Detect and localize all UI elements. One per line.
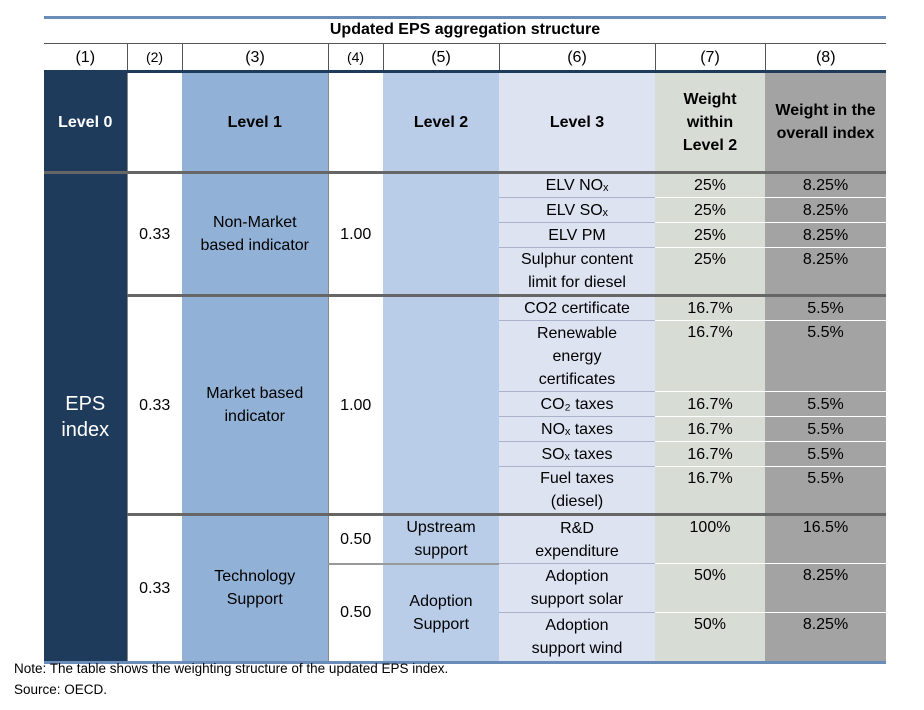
table-notes: Note: The table shows the weighting stru… [14,658,448,700]
table-row: ELV SOₓ 25% 8.25% [44,197,886,223]
note-text: Note: The table shows the weighting stru… [14,661,449,676]
upstream-weight: 0.50 [327,513,383,564]
column-number: (7) [654,44,765,73]
weight-overall: 5.5% [765,294,886,321]
table-row: 0.50 Adoption Support Adoption support s… [44,562,886,661]
weight-overall: 16.5% [765,513,886,564]
weight-overall: 5.5% [765,466,886,515]
column-number: (8) [764,44,886,73]
weight-overall: 5.5% [765,320,886,392]
header-level3: Level 3 [499,71,655,173]
eps-index-cell: EPS index [44,171,127,661]
level3-label: ELV SOₓ [499,197,655,223]
nonmarket-name: Non-Market based indicator [182,171,328,296]
level3-label: CO₂ taxes [499,391,655,417]
weight-overall: 8.25% [765,247,886,296]
level3-label: ELV NOₓ [499,171,655,198]
weight-within-level2: 50% [655,563,765,613]
nonmarket-level2-weight: 1.00 [327,171,383,296]
eps-aggregation-table: (1) (2) (3) (4) (5) (6) (7) (8) Level 0 … [44,44,886,661]
weight-within-level2: 25% [655,222,765,248]
table-row: Fuel taxes (diesel) 16.7% 5.5% [44,466,886,515]
upstream-name: Upstream support [383,513,499,564]
weight-within-level2: 16.7% [655,416,765,442]
level3-label: SOₓ taxes [499,441,655,467]
weight-within-level2: 16.7% [655,441,765,467]
weight-overall: 5.5% [765,441,886,467]
market-name: Market based indicator [182,294,328,515]
weight-overall: 8.25% [765,222,886,248]
header-level0: Level 0 [44,71,127,173]
weight-within-level2: 16.7% [655,391,765,417]
column-number: (2) [126,44,182,73]
column-number: (6) [498,44,655,73]
header-level2: Level 2 [383,71,499,173]
level3-label: Renewable energy certificates [499,320,655,392]
weight-within-level2: 25% [655,247,765,296]
weight-within-level2: 16.7% [655,466,765,515]
level3-label: ELV PM [499,222,655,248]
header-level1: Level 1 [182,71,328,173]
header-weight-within-level2: Weight within Level 2 [655,71,765,173]
technology-weight: 0.33 [126,513,182,661]
level3-label: R&D expenditure [499,513,655,564]
table-row: Adoption support wind 50% 8.25% [44,612,886,661]
weight-within-level2: 25% [655,197,765,223]
top-rule [44,16,886,19]
column-number: (3) [181,44,328,73]
market-level2-weight: 1.00 [327,294,383,515]
nonmarket-level2-blank [383,171,499,296]
table-row: ELV PM 25% 8.25% [44,222,886,248]
weight-within-level2: 50% [655,612,765,661]
level3-label: NOₓ taxes [499,416,655,442]
weight-overall: 5.5% [765,391,886,417]
table-row: EPS index 0.33 Non-Market based indicato… [44,171,886,661]
level3-label: Fuel taxes (diesel) [499,466,655,515]
table-row: 0.33 Market based indicator 1.00 CO2 cer… [44,294,886,515]
table-row: Renewable energy certificates 16.7% 5.5% [44,320,886,392]
table-title: Updated EPS aggregation structure [44,19,886,44]
weight-overall: 8.25% [765,197,886,223]
bottom-rule [44,660,886,664]
weight-overall: 8.25% [765,171,886,198]
column-number: (4) [327,44,383,73]
weight-within-level2: 100% [655,513,765,564]
weight-within-level2: 16.7% [655,320,765,392]
header-weight-overall: Weight in the overall index [765,71,886,173]
eps-table-container: Updated EPS aggregation structure (1) (2… [44,16,886,664]
header-row: Level 0 Level 1 Level 2 Level 3 Weight w… [44,71,886,173]
header-blank [327,71,383,173]
level3-label: Sulphur content limit for diesel [499,247,655,296]
column-number: (5) [382,44,499,73]
table-row: 0.33 Technology Support 0.50 Upstream su… [44,513,886,661]
weight-overall: 8.25% [765,612,886,661]
weight-overall: 5.5% [765,416,886,442]
column-number-row: (1) (2) (3) (4) (5) (6) (7) (8) [44,44,886,73]
market-weight: 0.33 [126,294,182,515]
nonmarket-weight: 0.33 [126,171,182,296]
table-row: NOₓ taxes 16.7% 5.5% [44,416,886,442]
adoption-weight: 0.50 [327,562,383,661]
table-row: CO₂ taxes 16.7% 5.5% [44,391,886,417]
table-row: Sulphur content limit for diesel 25% 8.2… [44,247,886,296]
level3-label: CO2 certificate [499,294,655,321]
level3-label: Adoption support solar [499,563,655,613]
technology-name: Technology Support [182,513,328,661]
weight-within-level2: 25% [655,171,765,198]
weight-within-level2: 16.7% [655,294,765,321]
level3-label: Adoption support wind [499,612,655,661]
adoption-name: Adoption Support [383,562,499,661]
header-blank [126,71,182,173]
source-text: Source: OECD. [14,682,108,697]
column-number: (1) [44,44,127,73]
market-level2-blank [383,294,499,515]
weight-overall: 8.25% [765,563,886,613]
table-row: SOₓ taxes 16.7% 5.5% [44,441,886,467]
